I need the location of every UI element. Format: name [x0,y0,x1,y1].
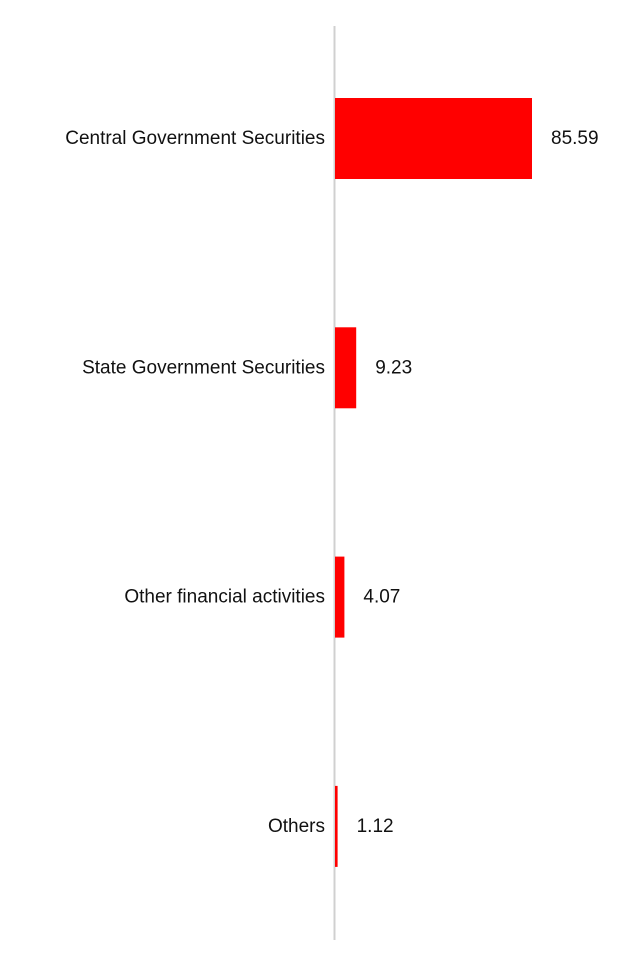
bar-3 [335,556,345,638]
bar-2 [335,327,357,409]
bar-1 [335,98,532,179]
category-label-2: State Government Securities [82,357,325,378]
value-label-3: 4.07 [363,587,400,608]
bars-group [335,98,532,867]
category-label-4: Others [268,816,325,837]
category-label-1: Central Government Securities [65,128,325,149]
value-label-2: 9.23 [375,357,412,378]
value-labels-group: 85.59 9.23 4.07 1.12 [357,128,599,837]
category-label-3: Other financial activities [124,587,325,608]
category-labels-group: Central Government Securities State Gover… [65,128,325,837]
value-label-4: 1.12 [357,816,394,837]
value-label-1: 85.59 [551,128,599,149]
bar-4 [335,785,338,867]
